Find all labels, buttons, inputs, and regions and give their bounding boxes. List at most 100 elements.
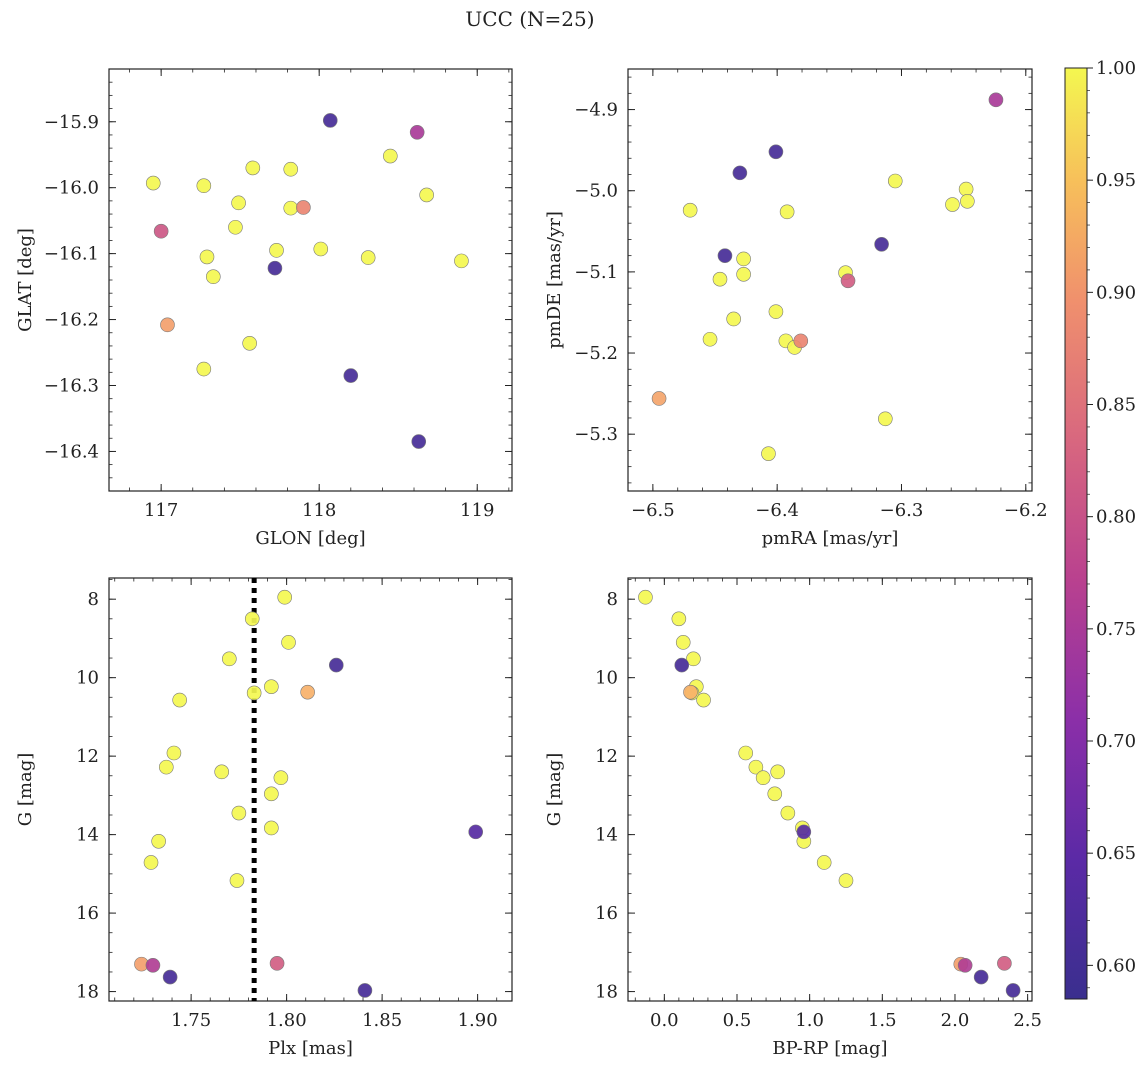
- data-point: [816, 855, 832, 870]
- data-point: [683, 684, 698, 700]
- data-point: [328, 657, 344, 673]
- data-point: [151, 833, 166, 849]
- x-axis-label: Plx [mas]: [268, 1038, 353, 1059]
- data-point: [997, 956, 1012, 971]
- x-axis-label: BP-RP [mag]: [772, 1038, 887, 1059]
- y-tick-label: −16.4: [44, 441, 99, 462]
- data-point: [419, 187, 434, 203]
- data-point: [717, 248, 733, 263]
- y-tick-label: 10: [76, 668, 99, 689]
- data-point: [322, 113, 338, 128]
- figure-title: UCC (N=25): [465, 7, 594, 31]
- y-axis-label: G [mag]: [15, 753, 36, 826]
- data-point: [761, 446, 776, 461]
- x-tick-label: 1.80: [267, 1010, 307, 1031]
- data-point: [874, 236, 889, 252]
- data-point: [196, 361, 212, 377]
- y-tick-label: −4.9: [574, 100, 618, 121]
- data-point: [945, 197, 960, 212]
- y-tick-label: 14: [595, 825, 618, 846]
- data-point: [281, 635, 296, 650]
- data-point: [675, 635, 691, 650]
- colorbar-gradient: [1064, 67, 1088, 1000]
- x-tick-label: −6.5: [631, 500, 675, 521]
- data-point: [166, 745, 182, 761]
- colorbar: 0.60 0.65 0.70 0.75 0.80 0.85 0.90 0.95 1.00: [1064, 58, 1136, 1000]
- data-point: [343, 368, 359, 383]
- axes-frame: [627, 68, 1033, 492]
- data-point: [468, 824, 484, 840]
- data-point: [357, 983, 373, 998]
- data-point: [172, 692, 187, 708]
- panel-plx-g: 1.75 1.80 1.85 1.90 8 10 12 14 16 18 Plx [mas] G [m…: [15, 577, 513, 1059]
- data-point: [454, 253, 469, 269]
- data-point: [696, 692, 711, 708]
- panel-pmra-pmde: −6.5 −6.4 −6.3 −6.2 −4.9 −5.0 −5.1 −5.2 −5.3 pmRA…: [544, 68, 1048, 549]
- y-axis-label: G [mag]: [544, 753, 565, 826]
- y-tick-label: 12: [76, 746, 99, 767]
- colorbar-tick-label: 1.00: [1096, 58, 1136, 79]
- y-tick-label: −5.0: [574, 181, 618, 202]
- y-tick-label: −5.3: [574, 424, 618, 445]
- data-point: [273, 770, 289, 786]
- y-tick-label: −5.1: [574, 262, 618, 283]
- axes-frame: [108, 577, 513, 1002]
- data-point: [712, 271, 728, 287]
- data-point: [960, 193, 975, 209]
- data-point: [755, 770, 771, 786]
- data-point: [222, 651, 237, 667]
- y-axis-label: pmDE [mas/yr]: [544, 211, 565, 349]
- y-tick-label: 18: [76, 982, 99, 1003]
- colorbar-ticks: 0.60 0.65 0.70 0.75 0.80 0.85 0.90 0.95 1.00: [1087, 58, 1136, 989]
- y-tick-label: −16.2: [44, 310, 99, 331]
- y-tick-label: 8: [607, 589, 618, 610]
- data-point: [245, 160, 261, 176]
- x-tick-label: 1.85: [362, 1010, 402, 1031]
- y-tick-label: 16: [76, 903, 99, 924]
- data-point: [360, 250, 376, 265]
- data-point: [768, 144, 784, 160]
- x-tick-label: 0.0: [650, 1010, 679, 1031]
- y-axis-label: GLAT [deg]: [15, 228, 36, 332]
- data-point: [158, 759, 174, 775]
- data-point: [409, 125, 425, 140]
- x-tick-label: 118: [302, 500, 336, 521]
- x-tick-label: 2.0: [941, 1010, 970, 1031]
- data-point: [214, 764, 229, 780]
- data-point: [229, 873, 245, 888]
- data-point: [145, 175, 161, 191]
- data-point: [840, 273, 856, 289]
- data-point: [283, 161, 299, 177]
- data-point: [726, 311, 741, 327]
- y-tick-label: 14: [76, 825, 99, 846]
- x-tick-label: −6.2: [1004, 500, 1048, 521]
- x-tick-label: 1.5: [868, 1010, 897, 1031]
- y-tick-label: 10: [595, 668, 618, 689]
- data-point: [738, 745, 754, 761]
- x-tick-label: 1.75: [171, 1010, 211, 1031]
- data-point: [674, 657, 690, 673]
- data-point: [878, 411, 893, 427]
- data-point: [958, 181, 974, 197]
- axes-frame: [108, 68, 513, 492]
- y-tick-label: 12: [595, 746, 618, 767]
- data-point: [231, 805, 247, 821]
- colorbar-tick-label: 0.85: [1096, 395, 1136, 416]
- data-point: [160, 317, 175, 333]
- data-point: [264, 679, 279, 694]
- data-point: [973, 969, 989, 985]
- data-point: [277, 589, 293, 605]
- y-tick-label: 8: [88, 589, 99, 610]
- data-point: [736, 267, 751, 282]
- y-tick-label: −5.2: [574, 343, 618, 364]
- panel-bprp-g: 0.0 0.5 1.0 1.5 2.0 2.5 8 10 12 14 16 18 BP-RP [mag]…: [544, 577, 1042, 1059]
- data-point: [267, 260, 283, 276]
- colorbar-tick-label: 0.70: [1096, 731, 1136, 752]
- x-tick-label: −6.4: [755, 500, 799, 521]
- data-point: [988, 92, 1004, 108]
- data-point: [269, 956, 285, 971]
- data-point: [702, 331, 718, 347]
- y-tick-label: −16.0: [44, 178, 99, 199]
- axes-frame: [627, 577, 1033, 1002]
